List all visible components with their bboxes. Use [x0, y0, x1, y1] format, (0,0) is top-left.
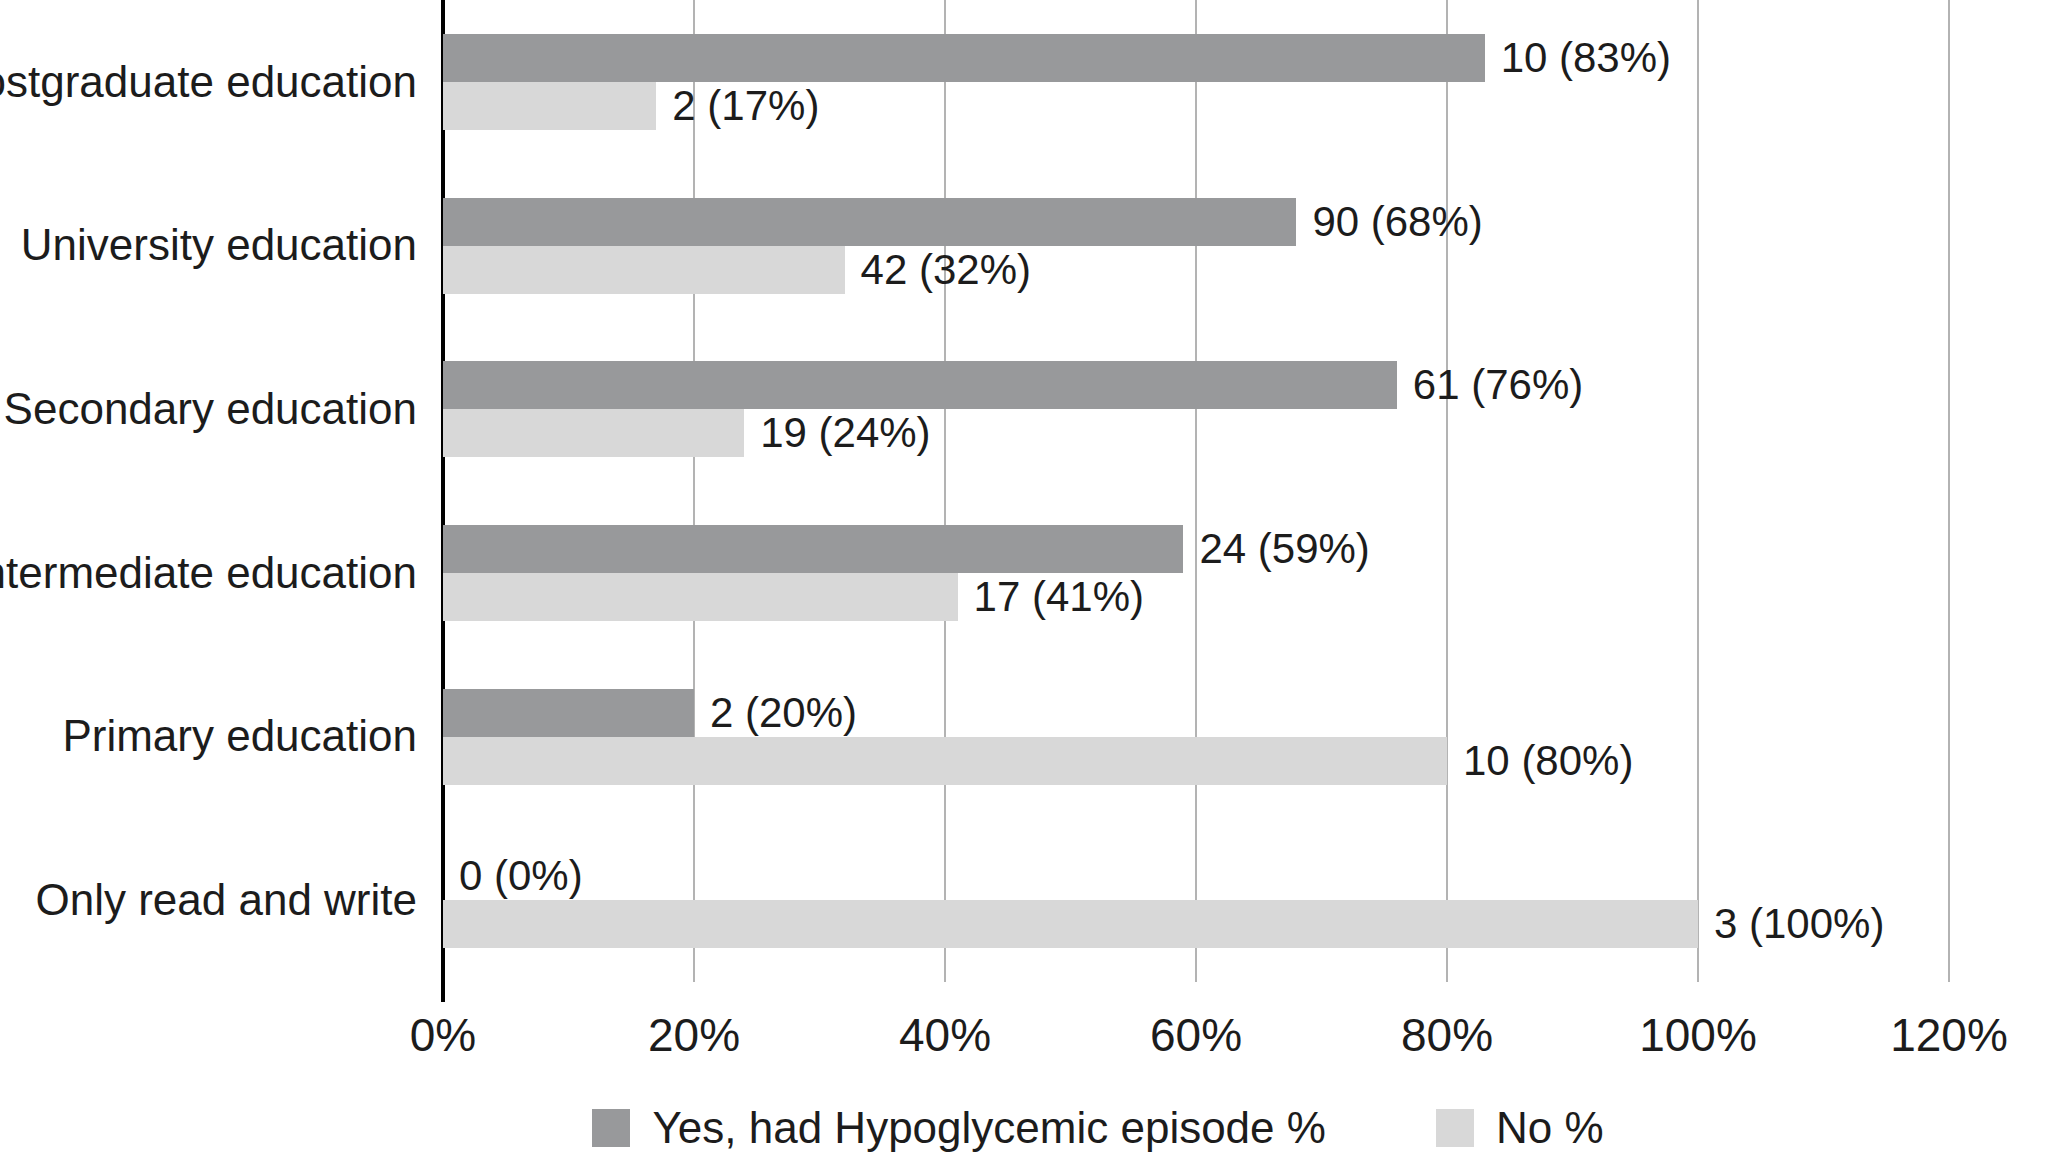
- bar-value-label: 10 (83%): [1501, 34, 1671, 82]
- bar-no: [443, 573, 958, 621]
- bar-yes: [443, 689, 694, 737]
- category-label: Intermediate education: [0, 549, 417, 597]
- bar-row: Primary education 2 (20%) 10 (80%): [0, 655, 2056, 819]
- bar-line: 2 (20%): [443, 689, 1949, 737]
- bars-group: 10 (83%) 2 (17%): [443, 0, 1949, 164]
- bar-row: Intermediate education 24 (59%) 17 (41%): [0, 491, 2056, 655]
- bar-row: Postgraduate education 10 (83%) 2 (17%): [0, 0, 2056, 164]
- bar-value-label: 3 (100%): [1714, 900, 1884, 948]
- bar-value-label: 2 (20%): [710, 689, 857, 737]
- category-cell: Primary education: [0, 655, 443, 819]
- category-cell: Only read and write: [0, 818, 443, 982]
- legend-swatch-no: [1436, 1109, 1474, 1147]
- x-tick-label: 20%: [648, 1008, 740, 1062]
- bar-row: Only read and write 0 (0%) 3 (100%): [0, 818, 2056, 982]
- category-label: University education: [21, 221, 417, 269]
- bar-line: 42 (32%): [443, 246, 1949, 294]
- x-tick-label: 100%: [1639, 1008, 1757, 1062]
- bar-value-label: 61 (76%): [1413, 361, 1583, 409]
- bar-yes: [443, 361, 1397, 409]
- bar-value-label: 19 (24%): [760, 409, 930, 457]
- hypoglycemic-education-bar-chart: Postgraduate education 10 (83%) 2 (17%) Uni…: [0, 0, 2056, 1169]
- bar-value-label: 10 (80%): [1463, 737, 1633, 785]
- bars-group: 24 (59%) 17 (41%): [443, 491, 1949, 655]
- category-label: Postgraduate education: [0, 58, 417, 106]
- x-tick-label: 40%: [899, 1008, 991, 1062]
- bar-line: 10 (80%): [443, 737, 1949, 785]
- bar-no: [443, 82, 656, 130]
- bar-line: 19 (24%): [443, 409, 1949, 457]
- legend: Yes, had Hypoglycemic episode % No %: [0, 1103, 2056, 1153]
- bar-value-label: 17 (41%): [974, 573, 1144, 621]
- bar-value-label: 42 (32%): [861, 246, 1031, 294]
- bar-yes: [443, 198, 1296, 246]
- bar-value-label: 90 (68%): [1312, 198, 1482, 246]
- category-cell: University education: [0, 164, 443, 328]
- bar-line: 61 (76%): [443, 361, 1949, 409]
- bar-value-label: 24 (59%): [1199, 525, 1369, 573]
- bar-yes: [443, 525, 1183, 573]
- bar-row: Secondary education 61 (76%) 19 (24%): [0, 327, 2056, 491]
- bar-line: 17 (41%): [443, 573, 1949, 621]
- legend-item-yes: Yes, had Hypoglycemic episode %: [592, 1103, 1325, 1153]
- x-tick-label: 80%: [1401, 1008, 1493, 1062]
- category-cell: Intermediate education: [0, 491, 443, 655]
- bar-line: 0 (0%): [443, 852, 1949, 900]
- x-axis: 0%20%40%60%80%100%120%: [443, 1002, 1949, 1062]
- bars-group: 90 (68%) 42 (32%): [443, 164, 1949, 328]
- bar-no: [443, 900, 1698, 948]
- category-label: Primary education: [62, 712, 417, 760]
- bar-no: [443, 409, 744, 457]
- bar-no: [443, 737, 1447, 785]
- bar-value-label: 2 (17%): [672, 82, 819, 130]
- bar-line: 3 (100%): [443, 900, 1949, 948]
- bar-value-label: 0 (0%): [459, 852, 583, 900]
- bar-line: 24 (59%): [443, 525, 1949, 573]
- category-cell: Postgraduate education: [0, 0, 443, 164]
- bar-no: [443, 246, 845, 294]
- bars-group: 0 (0%) 3 (100%): [443, 818, 1949, 982]
- bar-line: 10 (83%): [443, 34, 1949, 82]
- x-tick-label: 0%: [410, 1008, 476, 1062]
- category-label: Only read and write: [35, 876, 417, 924]
- bar-yes: [443, 34, 1485, 82]
- x-tick-label: 120%: [1890, 1008, 2008, 1062]
- bars-group: 61 (76%) 19 (24%): [443, 327, 1949, 491]
- bar-line: 90 (68%): [443, 198, 1949, 246]
- legend-label-no: No %: [1496, 1103, 1604, 1153]
- category-label: Secondary education: [4, 385, 417, 433]
- bar-line: 2 (17%): [443, 82, 1949, 130]
- chart-rows: Postgraduate education 10 (83%) 2 (17%) Uni…: [0, 0, 2056, 982]
- legend-swatch-yes: [592, 1109, 630, 1147]
- bar-row: University education 90 (68%) 42 (32%): [0, 164, 2056, 328]
- category-cell: Secondary education: [0, 327, 443, 491]
- legend-label-yes: Yes, had Hypoglycemic episode %: [652, 1103, 1325, 1153]
- bars-group: 2 (20%) 10 (80%): [443, 655, 1949, 819]
- x-tick-label: 60%: [1150, 1008, 1242, 1062]
- legend-item-no: No %: [1436, 1103, 1604, 1153]
